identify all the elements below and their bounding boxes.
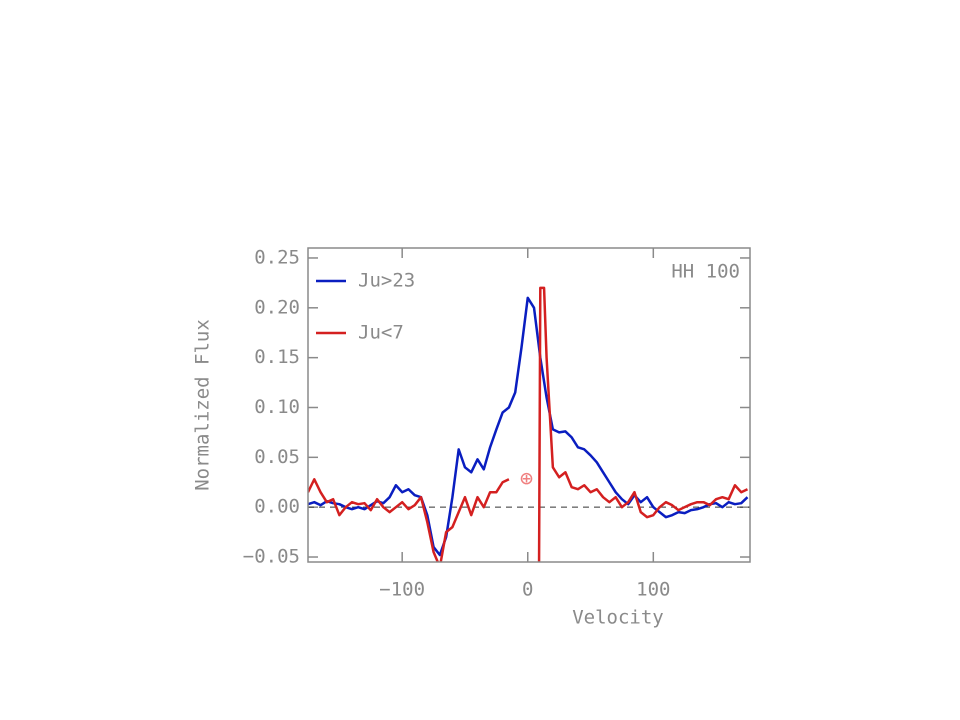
x-tick-label: −100	[379, 579, 425, 601]
y-tick-label: 0.00	[254, 496, 300, 518]
y-tick-label: 0.10	[254, 396, 300, 418]
y-tick-label: 0.25	[254, 246, 300, 268]
y-tick-label: 0.15	[254, 346, 300, 368]
y-tick-label: 0.05	[254, 446, 300, 468]
y-tick-label: −0.05	[243, 546, 300, 568]
legend-label: Ju>23	[358, 270, 415, 292]
y-axis-label: Normalized Flux	[192, 319, 214, 491]
x-tick-label: 100	[636, 579, 670, 601]
marker-symbol: ⊕	[520, 466, 533, 491]
line	[308, 478, 510, 562]
legend-label: Ju<7	[358, 322, 404, 344]
plot-frame	[307, 247, 751, 563]
line	[537, 286, 749, 562]
x-axis-label: Velocity	[572, 607, 664, 629]
x-tick-label: 0	[522, 579, 533, 601]
y-tick-label: 0.20	[254, 296, 300, 318]
plot-area	[308, 286, 749, 562]
annotation: HH 100	[671, 261, 740, 283]
